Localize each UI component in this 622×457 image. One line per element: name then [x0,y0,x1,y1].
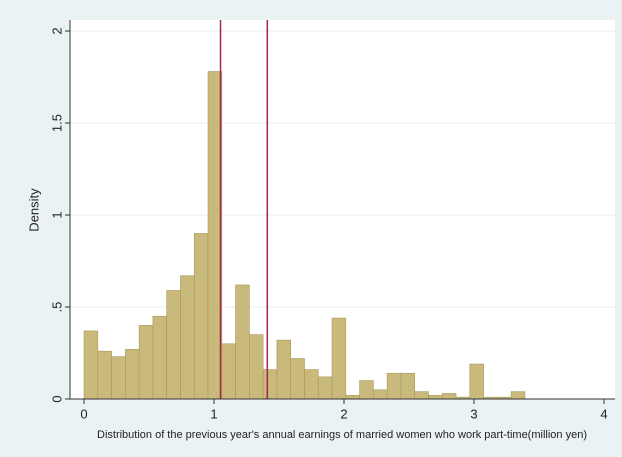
bar [345,395,360,400]
bar [469,363,484,400]
bar [125,349,140,400]
x-tick-label: 2 [340,406,347,421]
bar [207,71,223,400]
x-tick-label: 1 [210,406,217,421]
bar [428,395,443,400]
bar [441,393,457,400]
y-tick-label: 2 [49,27,64,34]
bar [249,334,264,400]
bar [290,358,305,400]
bar [386,372,402,400]
x-tick-label: 4 [600,406,607,421]
bar [276,339,292,400]
bar [304,369,319,400]
bar [317,376,333,400]
bar [359,380,374,400]
bar [180,275,195,400]
y-tick-label: .5 [49,302,64,313]
x-axis-label: Distribution of the previous year's annu… [97,429,587,441]
bar [166,290,181,400]
bar [152,315,168,400]
bar [331,317,347,400]
bar [373,389,388,400]
bar [193,233,209,400]
bar [400,372,416,400]
bar [111,356,126,400]
bar [262,369,278,400]
y-axis-label: Density [26,188,41,232]
bar [414,391,429,400]
bar [510,391,526,400]
bar [138,325,154,400]
x-tick-label: 0 [80,406,87,421]
bar [83,330,99,400]
bar [235,284,250,400]
x-tick-label: 3 [470,406,477,421]
y-tick-label: 1 [49,211,64,218]
y-tick-label: 0 [49,395,64,402]
y-tick-label: 1.5 [49,114,64,132]
bar [221,343,236,400]
bar [97,350,112,400]
